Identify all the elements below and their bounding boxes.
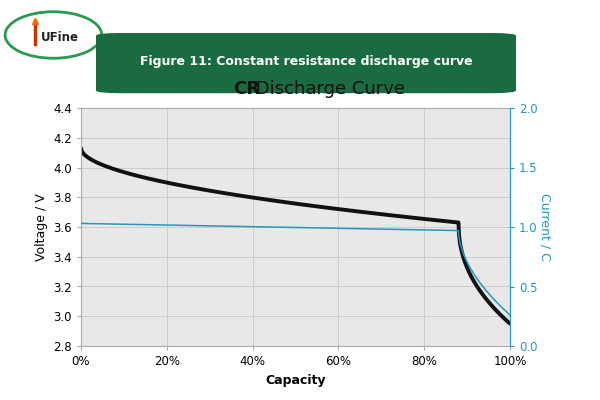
Text: CR: CR	[233, 80, 260, 98]
Text: UFine: UFine	[41, 31, 79, 44]
Text: Figure 11: Constant resistance discharge curve: Figure 11: Constant resistance discharge…	[140, 54, 472, 68]
FancyBboxPatch shape	[96, 33, 516, 93]
Ellipse shape	[5, 12, 102, 58]
Y-axis label: Voltage / V: Voltage / V	[35, 193, 47, 261]
Text: Discharge Curve: Discharge Curve	[250, 80, 406, 98]
X-axis label: Capacity: Capacity	[265, 374, 326, 386]
Y-axis label: Current / C: Current / C	[539, 193, 551, 261]
